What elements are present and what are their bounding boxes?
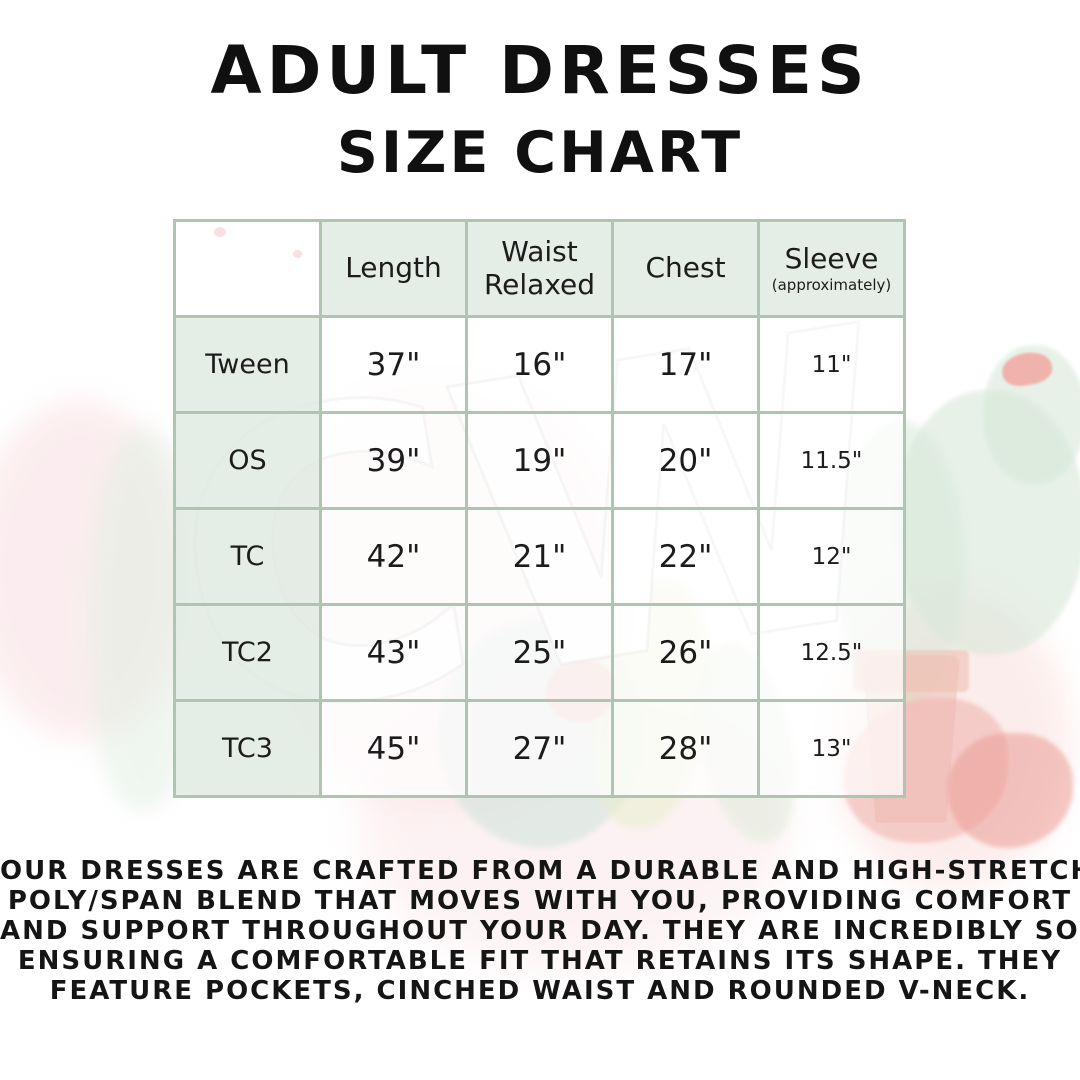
size-label: Tween [173,315,322,414]
size-label: TC [173,507,322,606]
sleeve-value: 12.5" [757,603,906,702]
chest-value: 22" [611,507,760,606]
sleeve-value: 11.5" [757,411,906,510]
description-line: OUR DRESSES ARE CRAFTED FROM A DURABLE A… [0,856,1080,886]
chest-value: 26" [611,603,760,702]
chest-value: 20" [611,411,760,510]
size-label: TC3 [173,699,322,798]
column-header-sleeve: Sleeve (approximately) [757,219,906,318]
description-line: AND SUPPORT THROUGHOUT YOUR DAY. THEY AR… [0,916,1080,946]
sleeve-value: 12" [757,507,906,606]
description-line: FEATURE POCKETS, CINCHED WAIST AND ROUND… [49,976,1031,1006]
table-row: TC2 43" 25" 26" 12.5" [173,603,906,702]
chest-value: 17" [611,315,760,414]
column-header-waist: Waist Relaxed [465,219,614,318]
table-row: Tween 37" 16" 17" 11" [173,315,906,414]
sleeve-value: 11" [757,315,906,414]
length-value: 42" [319,507,468,606]
flower-decoration [948,733,1073,848]
description-line: POLY/SPAN BLEND THAT MOVES WITH YOU, PRO… [7,886,1073,916]
sleeve-header-label: Sleeve [784,241,879,275]
length-value: 43" [319,603,468,702]
column-header-length: Length [319,219,468,318]
description-line: ENSURING A COMFORTABLE FIT THAT RETAINS … [17,946,1063,976]
size-label: TC2 [173,603,322,702]
column-header-chest: Chest [611,219,760,318]
waist-value: 16" [465,315,614,414]
header-row: Length Waist Relaxed Chest Sleeve (appro… [173,219,906,318]
product-description: OUR DRESSES ARE CRAFTED FROM A DURABLE A… [0,856,1080,1006]
length-value: 39" [319,411,468,510]
page-subtitle: SIZE CHART [336,120,744,186]
empty-corner-cell [173,219,322,318]
waist-value: 27" [465,699,614,798]
table-row: TC 42" 21" 22" 12" [173,507,906,606]
size-chart-table: Length Waist Relaxed Chest Sleeve (appro… [173,219,906,798]
waist-value: 25" [465,603,614,702]
table-row: OS 39" 19" 20" 11.5" [173,411,906,510]
chest-value: 28" [611,699,760,798]
length-value: 37" [319,315,468,414]
waist-value: 19" [465,411,614,510]
size-label: OS [173,411,322,510]
page-title: ADULT DRESSES [210,32,870,109]
title-block: ADULT DRESSES SIZE CHART [0,32,1080,187]
table-row: TC3 45" 27" 28" 13" [173,699,906,798]
sleeve-header-note: (approximately) [771,275,892,294]
waist-value: 21" [465,507,614,606]
length-value: 45" [319,699,468,798]
sleeve-value: 13" [757,699,906,798]
